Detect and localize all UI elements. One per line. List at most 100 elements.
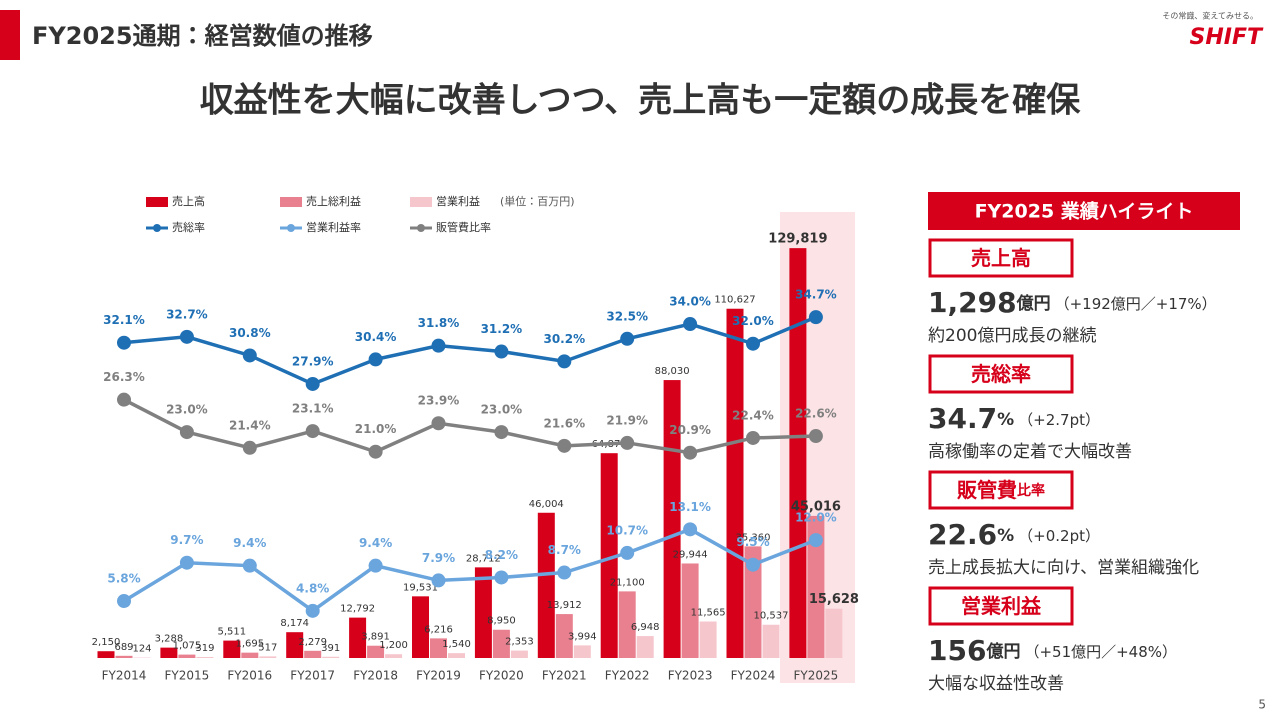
value-label: 32.0% — [732, 314, 774, 328]
bar — [744, 546, 762, 658]
line-point — [746, 336, 760, 351]
value-note: （+2.7pt） — [1018, 411, 1100, 429]
highlight-label-main: 売総率 — [971, 362, 1031, 386]
legend-swatch — [417, 224, 425, 232]
x-tick-label: FY2015 — [165, 669, 210, 683]
bar — [618, 591, 636, 658]
line-point — [179, 329, 194, 344]
value-label: 27.9% — [292, 354, 334, 368]
chart: FY2014 FY2015 FY2016 FY2017 FY2018 FY2019 FY20… — [92, 194, 859, 683]
bar — [474, 567, 492, 658]
value-label: 8,174 — [280, 618, 309, 629]
line-point — [368, 558, 383, 573]
highlight-title: FY2025 業績ハイライト — [975, 200, 1194, 223]
value-label: 45,016 — [791, 499, 841, 514]
bar — [322, 656, 340, 658]
bar — [789, 248, 807, 658]
value-note: （+51億円／+48%） — [1024, 643, 1177, 661]
value-label: 29,944 — [673, 549, 708, 560]
value-label: 23.0% — [166, 403, 208, 417]
bar — [555, 614, 573, 658]
value-label: 1,695 — [235, 639, 264, 650]
value-label: 110,627 — [714, 295, 755, 306]
line-point — [305, 603, 320, 618]
x-tick-label: FY2024 — [731, 669, 776, 683]
value-label: 124 — [132, 644, 151, 655]
value-label: 15,628 — [809, 592, 859, 607]
value-label: 689 — [114, 642, 133, 653]
value-label: 21.9% — [606, 413, 648, 427]
line-point — [683, 317, 698, 332]
line-point — [431, 338, 446, 353]
value-label: 6,948 — [631, 622, 660, 633]
legend-label: 売上高 — [172, 194, 205, 208]
bar — [223, 640, 241, 658]
highlight-label-box — [928, 586, 1074, 626]
line-point — [242, 558, 257, 573]
legend-label: 営業利益率 — [306, 220, 361, 234]
value-label: 1,540 — [442, 639, 471, 650]
line-point — [494, 344, 509, 359]
bar — [304, 650, 322, 658]
value-label: 2,279 — [298, 637, 327, 648]
line-point — [305, 424, 320, 439]
bar — [349, 617, 367, 658]
value-number: 34.7 — [928, 402, 997, 435]
bar — [807, 515, 825, 658]
value-label: 10,537 — [754, 611, 789, 622]
value-label: 2,353 — [505, 637, 534, 648]
value-label: 5.8% — [107, 572, 140, 586]
bar — [726, 308, 744, 658]
value-number: 1,298 — [928, 286, 1017, 319]
value-unit: 億円 — [985, 641, 1020, 662]
line-point — [620, 545, 635, 560]
line-point — [242, 348, 257, 363]
line-point — [117, 335, 131, 350]
highlight-label: 営業利益 — [961, 594, 1042, 618]
bar — [573, 645, 591, 658]
value-label: 391 — [321, 643, 340, 654]
value-label: 32.5% — [606, 309, 648, 323]
value-label: 34.0% — [669, 295, 711, 309]
value-label: 9.5% — [736, 535, 769, 549]
legend-swatch — [287, 224, 295, 232]
value-label: 4.8% — [296, 581, 329, 595]
line-point — [746, 557, 760, 572]
bar — [825, 608, 843, 658]
value-label: 9.4% — [233, 536, 266, 550]
value-label: 23.1% — [292, 402, 334, 416]
line-point — [557, 438, 572, 453]
bar — [510, 650, 528, 658]
bar — [762, 624, 780, 658]
value-label: 20.9% — [669, 423, 711, 437]
value-label: 19,531 — [403, 582, 438, 593]
line-point — [431, 573, 446, 588]
line-point — [557, 565, 572, 580]
x-tick-label: FY2023 — [668, 669, 713, 683]
value-label: 1,075 — [173, 641, 202, 652]
highlight-value: 34.7% （+2.7pt） — [928, 402, 1100, 435]
highlight-value: 1,298億円 （+192億円／+17%） — [928, 286, 1217, 319]
highlight-title-box — [928, 192, 1240, 230]
value-label: 13,912 — [547, 600, 582, 611]
x-tick-label: FY2019 — [416, 669, 461, 683]
value-unit: % — [997, 526, 1014, 546]
x-tick-label: FY2014 — [102, 669, 147, 683]
value-label: 6,216 — [424, 624, 453, 635]
x-tick-label: FY2020 — [479, 669, 524, 683]
legend-swatch — [153, 224, 161, 232]
value-label: 22.4% — [732, 408, 774, 422]
value-label: 21,100 — [610, 577, 645, 588]
value-number: 22.6 — [928, 518, 997, 551]
value-label: 26.3% — [103, 370, 145, 384]
value-label: 35,360 — [736, 532, 771, 543]
value-label: 46,004 — [529, 499, 564, 510]
value-label: 31.2% — [481, 322, 523, 336]
bar — [286, 632, 304, 658]
value-label: 23.9% — [418, 394, 460, 408]
bar — [663, 380, 681, 658]
legend-label: 売上総利益 — [306, 194, 361, 208]
highlight-label: 売上高 — [971, 246, 1031, 270]
